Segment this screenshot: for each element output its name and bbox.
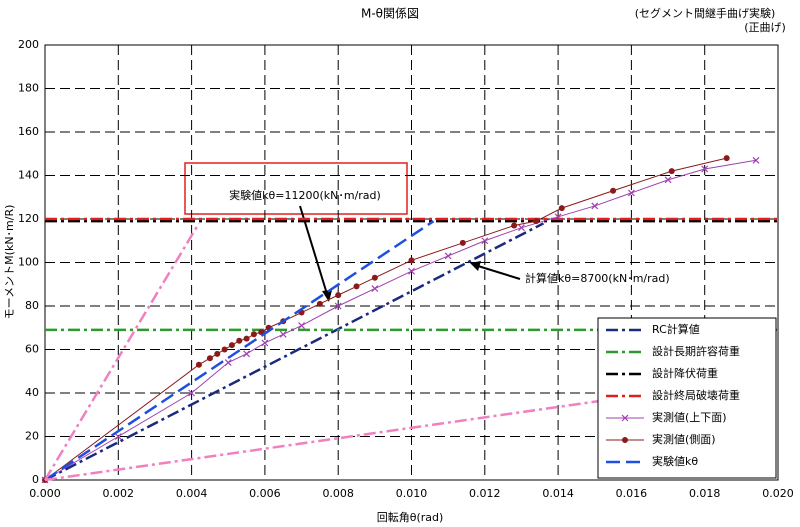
arrow	[477, 265, 521, 280]
marker	[353, 283, 360, 290]
marker	[518, 224, 525, 232]
y-tick-label: 40	[25, 386, 39, 399]
x-axis-label: 回転角θ(rad)	[377, 511, 444, 524]
marker	[228, 342, 235, 349]
arrow-head	[470, 261, 481, 271]
x-tick-label: 0.006	[249, 487, 281, 500]
marker	[554, 213, 562, 221]
marker	[188, 389, 196, 397]
marker	[408, 267, 415, 275]
series-line	[44, 222, 545, 482]
annotation: 実験値kθ=11200(kN･m/rad)	[229, 188, 381, 202]
marker	[243, 350, 250, 358]
marker	[243, 335, 250, 342]
legend-label: 実測値(側面)	[652, 432, 716, 446]
y-tick-label: 120	[18, 212, 39, 225]
marker	[114, 433, 122, 440]
legend-label: 実測値(上下面)	[652, 410, 727, 424]
chart-title: M-θ関係図	[361, 7, 419, 21]
marker	[701, 165, 709, 173]
marker	[371, 285, 379, 293]
legend-label: 実験値kθ	[652, 454, 698, 468]
marker	[459, 239, 466, 246]
x-tick-label: 0.020	[762, 487, 794, 500]
series-line	[44, 387, 687, 482]
chart-subtitle: (正曲げ)	[744, 21, 786, 34]
x-tick-label: 0.016	[616, 487, 648, 500]
plot-frame	[44, 44, 779, 481]
marker	[279, 330, 287, 338]
legend-box	[597, 317, 777, 479]
y-axis-label: モーメントM(kN･m/R)	[3, 205, 16, 320]
x-tick-label: 0.012	[469, 487, 501, 500]
y-tick-label: 20	[25, 430, 39, 443]
y-tick-label: 100	[18, 256, 39, 269]
x-tick-label: 0.010	[396, 487, 428, 500]
marker	[195, 361, 202, 368]
series-line	[43, 222, 201, 481]
marker	[668, 168, 675, 175]
y-tick-label: 180	[18, 82, 39, 95]
chart-subtitle: (セグメント間継手曲げ実験)	[635, 6, 776, 20]
marker	[752, 156, 760, 164]
marker	[591, 202, 599, 210]
marker	[533, 218, 540, 225]
marker	[610, 187, 617, 194]
marker	[206, 355, 213, 362]
x-tick-label: 0.008	[322, 487, 354, 500]
marker	[261, 339, 269, 347]
x-tick-label: 0.000	[29, 487, 61, 500]
y-tick-label: 80	[25, 299, 39, 312]
marker	[335, 292, 342, 299]
marker	[511, 222, 518, 229]
series-line	[44, 159, 757, 481]
legend-label: 設計終局破壊荷重	[652, 388, 740, 402]
y-tick-label: 0	[32, 473, 39, 486]
x-tick-label: 0.002	[103, 487, 135, 500]
marker	[408, 257, 415, 264]
annotation-box	[184, 162, 408, 215]
legend-label: 設計長期許容荷重	[652, 344, 740, 358]
marker	[250, 331, 257, 338]
y-tick-label: 200	[18, 38, 39, 51]
legend-label: 設計降伏荷重	[652, 366, 718, 380]
annotation: 計算値kθ=8700(kN･m/rad)	[525, 271, 670, 285]
marker	[236, 337, 243, 344]
marker	[316, 300, 323, 307]
y-tick-label: 60	[25, 343, 39, 356]
marker	[371, 274, 378, 281]
marker	[664, 176, 672, 184]
marker	[298, 322, 305, 329]
marker	[224, 359, 232, 366]
y-tick-label: 140	[18, 169, 39, 182]
marker	[621, 414, 629, 422]
marker	[723, 155, 730, 162]
marker	[481, 237, 489, 245]
marker	[221, 346, 228, 353]
x-tick-label: 0.014	[542, 487, 574, 500]
x-tick-label: 0.018	[689, 487, 721, 500]
marker	[214, 350, 221, 357]
series-line	[44, 220, 435, 482]
marker	[622, 437, 628, 443]
marker	[558, 205, 565, 212]
marker	[627, 189, 635, 197]
y-tick-label: 160	[18, 125, 39, 138]
marker	[444, 252, 452, 260]
marker	[334, 302, 342, 310]
x-tick-label: 0.004	[176, 487, 208, 500]
legend-label: RC計算値	[652, 322, 700, 336]
